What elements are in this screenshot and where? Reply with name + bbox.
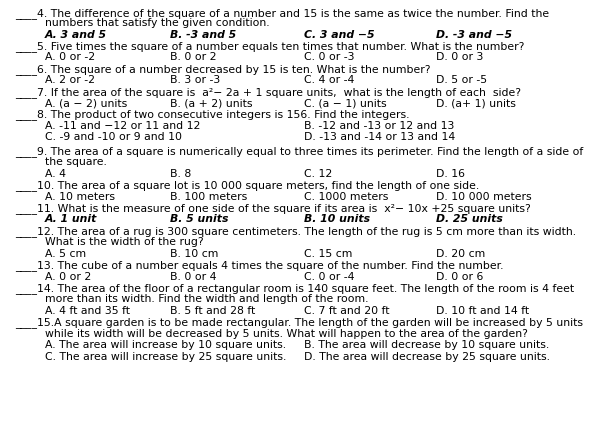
- Text: D. -13 and -14 or 13 and 14: D. -13 and -14 or 13 and 14: [304, 132, 456, 143]
- Text: C. The area will increase by 25 square units.: C. The area will increase by 25 square u…: [45, 352, 286, 362]
- Text: A. -11 and −12 or 11 and 12: A. -11 and −12 or 11 and 12: [45, 121, 200, 131]
- Text: C. -9 and -10 or 9 and 10: C. -9 and -10 or 9 and 10: [45, 132, 181, 143]
- Text: D. -3 and −5: D. -3 and −5: [436, 30, 512, 40]
- Text: D. 5 or -5: D. 5 or -5: [436, 75, 487, 85]
- Text: D. 20 cm: D. 20 cm: [436, 249, 485, 259]
- Text: ____8. The product of two consecutive integers is 156. Find the integers.: ____8. The product of two consecutive in…: [15, 110, 410, 121]
- Text: A. 10 meters: A. 10 meters: [45, 192, 115, 202]
- Text: B. 100 meters: B. 100 meters: [170, 192, 247, 202]
- Text: B. 5 units: B. 5 units: [170, 214, 229, 225]
- Text: D. 25 units: D. 25 units: [436, 214, 503, 225]
- Text: the square.: the square.: [45, 157, 107, 168]
- Text: A. 4: A. 4: [45, 169, 66, 179]
- Text: A. The area will increase by 10 square units.: A. The area will increase by 10 square u…: [45, 340, 286, 350]
- Text: A. 1 unit: A. 1 unit: [45, 214, 97, 225]
- Text: A. (a − 2) units: A. (a − 2) units: [45, 98, 127, 108]
- Text: D. 0 or 3: D. 0 or 3: [436, 52, 483, 63]
- Text: B. 0 or 2: B. 0 or 2: [170, 52, 217, 63]
- Text: B. 3 or -3: B. 3 or -3: [170, 75, 220, 85]
- Text: A. 4 ft and 35 ft: A. 4 ft and 35 ft: [45, 306, 130, 316]
- Text: B. 5 ft and 28 ft: B. 5 ft and 28 ft: [170, 306, 256, 316]
- Text: A. 0 or -2: A. 0 or -2: [45, 52, 95, 63]
- Text: ____13. The cube of a number equals 4 times the square of the number. Find the n: ____13. The cube of a number equals 4 ti…: [15, 260, 503, 271]
- Text: A. 2 or -2: A. 2 or -2: [45, 75, 95, 85]
- Text: B. 10 units: B. 10 units: [304, 214, 371, 225]
- Text: A. 0 or 2: A. 0 or 2: [45, 272, 91, 282]
- Text: D. The area will decrease by 25 square units.: D. The area will decrease by 25 square u…: [304, 352, 550, 362]
- Text: C. 3 and −5: C. 3 and −5: [304, 30, 375, 40]
- Text: B. 8: B. 8: [170, 169, 192, 179]
- Text: ____14. The area of the floor of a rectangular room is 140 square feet. The leng: ____14. The area of the floor of a recta…: [15, 283, 574, 294]
- Text: C. 0 or -3: C. 0 or -3: [304, 52, 355, 63]
- Text: while its width will be decreased by 5 units. What will happen to the area of th: while its width will be decreased by 5 u…: [45, 329, 528, 339]
- Text: ____5. Five times the square of a number equals ten times that number. What is t: ____5. Five times the square of a number…: [15, 41, 524, 52]
- Text: C. 12: C. 12: [304, 169, 333, 179]
- Text: What is the width of the rug?: What is the width of the rug?: [45, 237, 204, 247]
- Text: D. 10 000 meters: D. 10 000 meters: [436, 192, 531, 202]
- Text: more than its width. Find the width and length of the room.: more than its width. Find the width and …: [45, 294, 368, 305]
- Text: B. The area will decrease by 10 square units.: B. The area will decrease by 10 square u…: [304, 340, 550, 350]
- Text: D. 16: D. 16: [436, 169, 465, 179]
- Text: D. 0 or 6: D. 0 or 6: [436, 272, 483, 282]
- Text: A. 5 cm: A. 5 cm: [45, 249, 86, 259]
- Text: D. (a+ 1) units: D. (a+ 1) units: [436, 98, 516, 108]
- Text: B. (a + 2) units: B. (a + 2) units: [170, 98, 253, 108]
- Text: B. 10 cm: B. 10 cm: [170, 249, 219, 259]
- Text: C. (a − 1) units: C. (a − 1) units: [304, 98, 387, 108]
- Text: D. 10 ft and 14 ft: D. 10 ft and 14 ft: [436, 306, 529, 316]
- Text: ____10. The area of a square lot is 10 000 square meters, find the length of one: ____10. The area of a square lot is 10 0…: [15, 180, 479, 191]
- Text: ____9. The area of a square is numerically equal to three times its perimeter. F: ____9. The area of a square is numerical…: [15, 146, 583, 157]
- Text: B. -3 and 5: B. -3 and 5: [170, 30, 236, 40]
- Text: A. 3 and 5: A. 3 and 5: [45, 30, 107, 40]
- Text: C. 4 or -4: C. 4 or -4: [304, 75, 355, 85]
- Text: numbers that satisfy the given condition.: numbers that satisfy the given condition…: [45, 18, 269, 28]
- Text: C. 1000 meters: C. 1000 meters: [304, 192, 389, 202]
- Text: ____11. What is the measure of one side of the square if its area is  x²− 10x +2: ____11. What is the measure of one side …: [15, 203, 531, 214]
- Text: B. 0 or 4: B. 0 or 4: [170, 272, 217, 282]
- Text: ____4. The difference of the square of a number and 15 is the same as twice the : ____4. The difference of the square of a…: [15, 8, 549, 19]
- Text: C. 15 cm: C. 15 cm: [304, 249, 353, 259]
- Text: C. 7 ft and 20 ft: C. 7 ft and 20 ft: [304, 306, 390, 316]
- Text: ____7. If the area of the square is  a²− 2a + 1 square units,  what is the lengt: ____7. If the area of the square is a²− …: [15, 87, 521, 98]
- Text: ____15.A square garden is to be made rectangular. The length of the garden will : ____15.A square garden is to be made rec…: [15, 317, 583, 328]
- Text: ____6. The square of a number decreased by 15 is ten. What is the number?: ____6. The square of a number decreased …: [15, 64, 430, 75]
- Text: ____12. The area of a rug is 300 square centimeters. The length of the rug is 5 : ____12. The area of a rug is 300 square …: [15, 226, 576, 237]
- Text: B. -12 and -13 or 12 and 13: B. -12 and -13 or 12 and 13: [304, 121, 455, 131]
- Text: C. 0 or -4: C. 0 or -4: [304, 272, 355, 282]
